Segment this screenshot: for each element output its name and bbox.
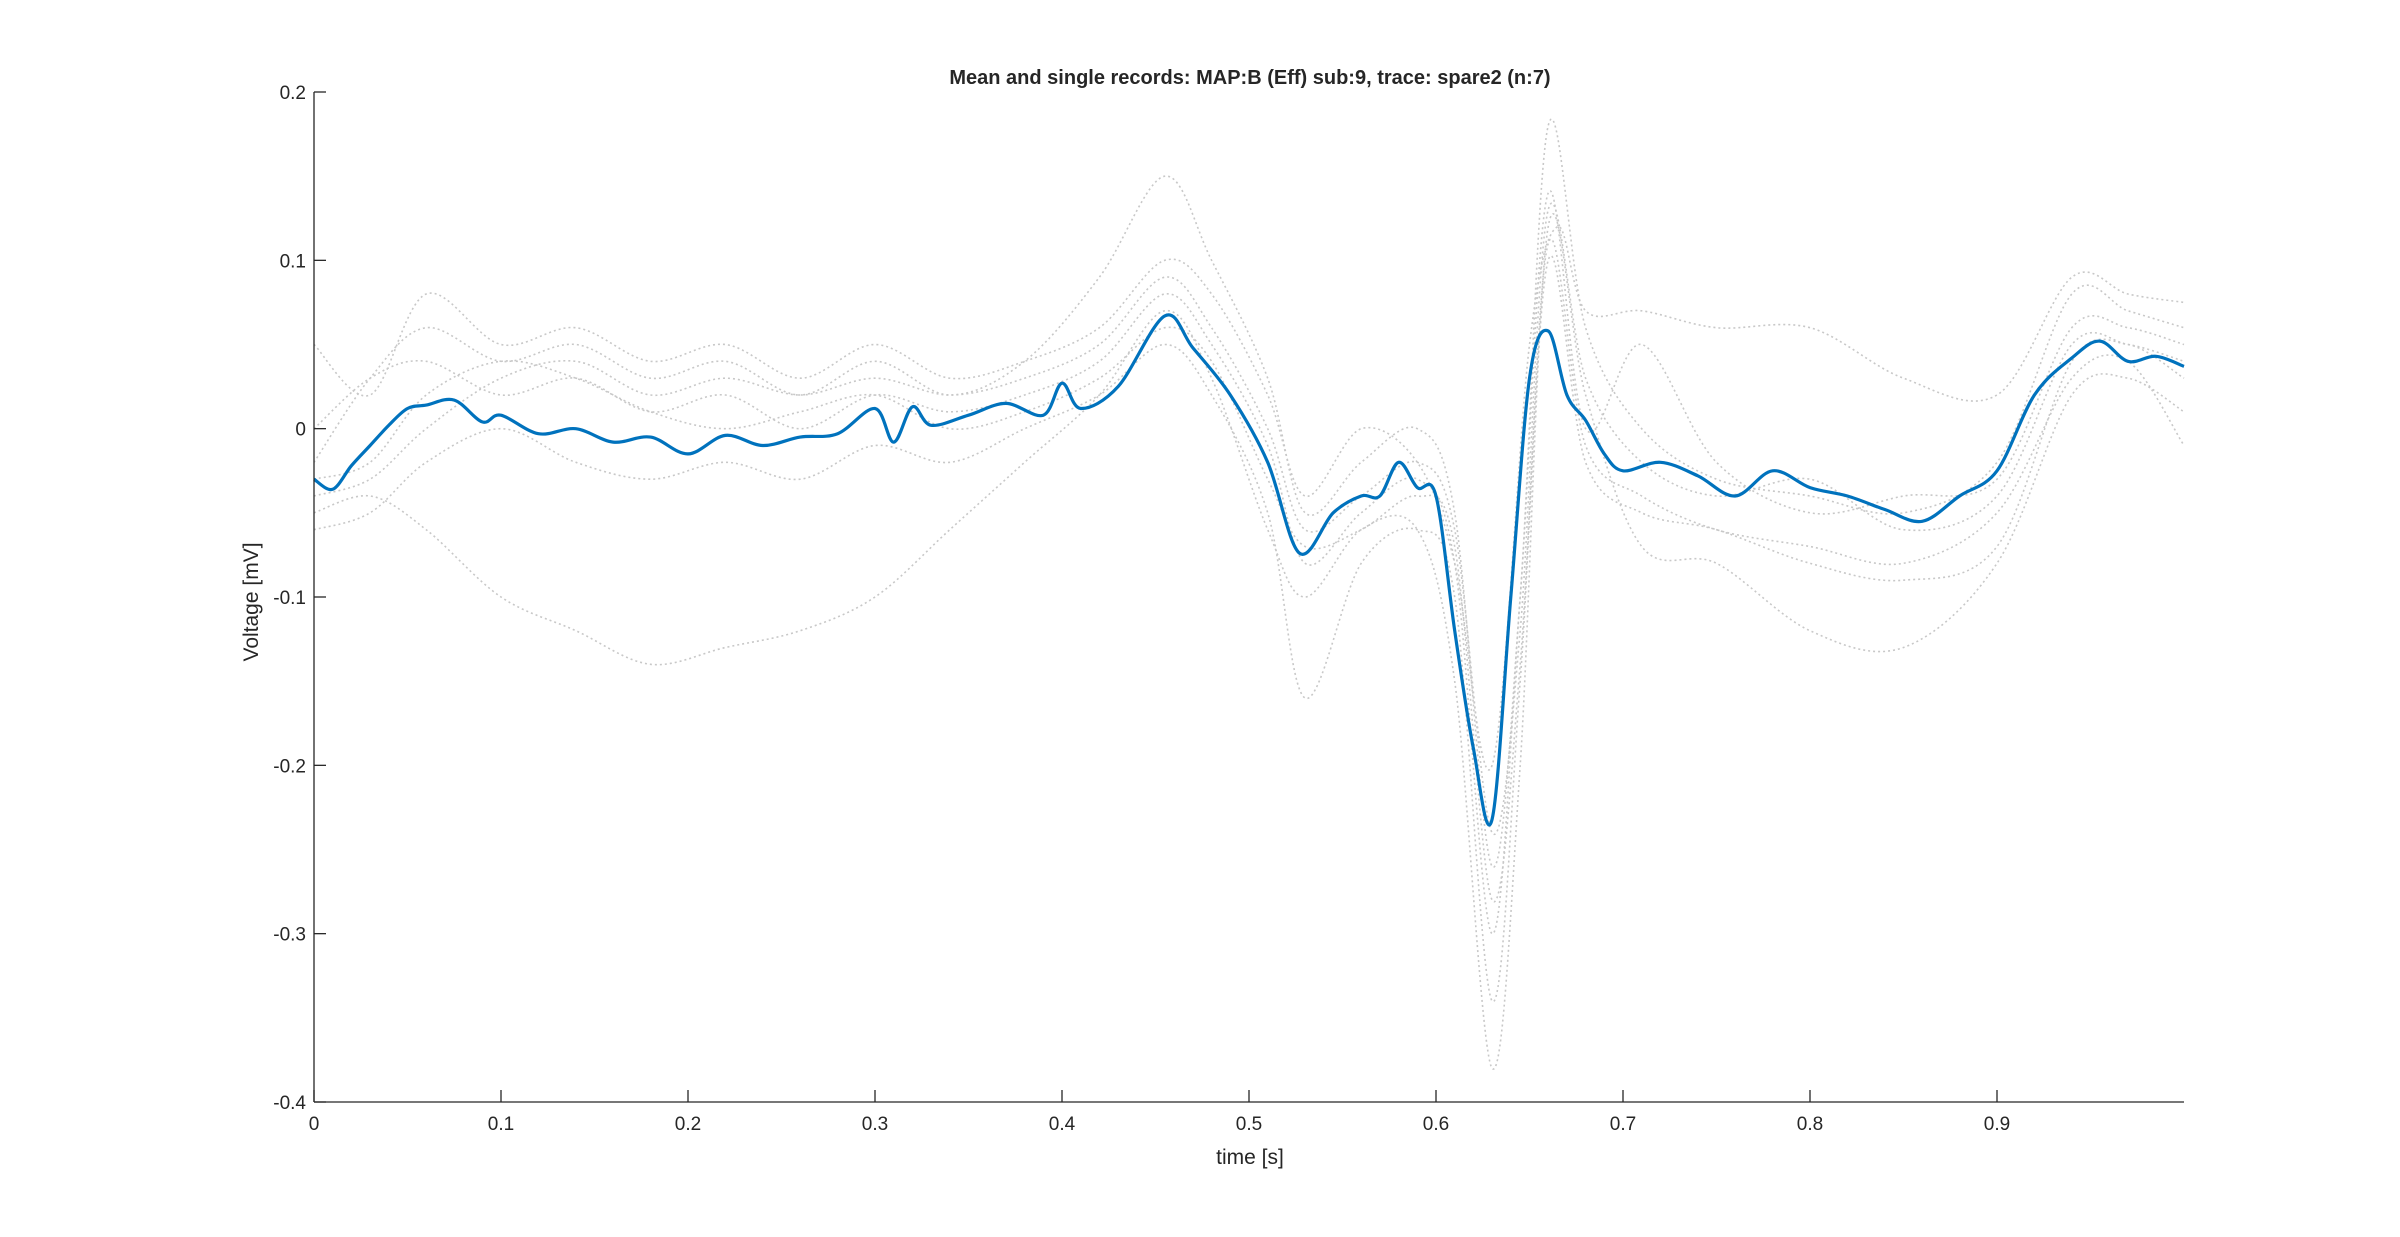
mean-record-line	[313, 313, 2185, 827]
x-tick-label: 0	[309, 1114, 320, 1135]
x-tick-label: 0.1	[488, 1114, 514, 1135]
single-record-line-2	[313, 118, 2185, 868]
y-tick-label: 0.1	[280, 251, 306, 272]
y-tick-label: 0	[295, 420, 306, 441]
single-record-line-7	[313, 238, 2185, 903]
x-tick-label: 0.9	[1984, 1114, 2010, 1135]
x-axis-label: time [s]	[1216, 1146, 1284, 1169]
y-tick-label: -0.1	[273, 588, 306, 609]
single-record-line-1	[313, 225, 2185, 771]
y-tick-label: -0.2	[273, 756, 306, 777]
x-tick-label: 0.3	[862, 1114, 888, 1135]
x-tick-label: 0.8	[1797, 1114, 1823, 1135]
single-records-layer	[313, 118, 2185, 1070]
y-axis-label: Voltage [mV]	[240, 542, 263, 661]
x-tick-label: 0.7	[1610, 1114, 1636, 1135]
x-tick-label: 0.6	[1423, 1114, 1449, 1135]
y-tick-label: 0.2	[280, 83, 306, 104]
y-tick-label: -0.4	[273, 1093, 306, 1114]
ticks-layer: 0 0.1 0.2 0.3 0.4 0.5 0.6 0.7 0.8 0.9 -0.4 -0.3 -0.2…	[273, 83, 2010, 1135]
x-tick-label: 0.4	[1049, 1114, 1076, 1135]
mean-record-layer	[313, 313, 2185, 827]
x-tick-label: 0.5	[1236, 1114, 1262, 1135]
x-tick-label: 0.2	[675, 1114, 701, 1135]
y-tick-label: -0.3	[273, 925, 306, 946]
chart-title: Mean and single records: MAP:B (Eff) sub…	[949, 67, 1550, 89]
